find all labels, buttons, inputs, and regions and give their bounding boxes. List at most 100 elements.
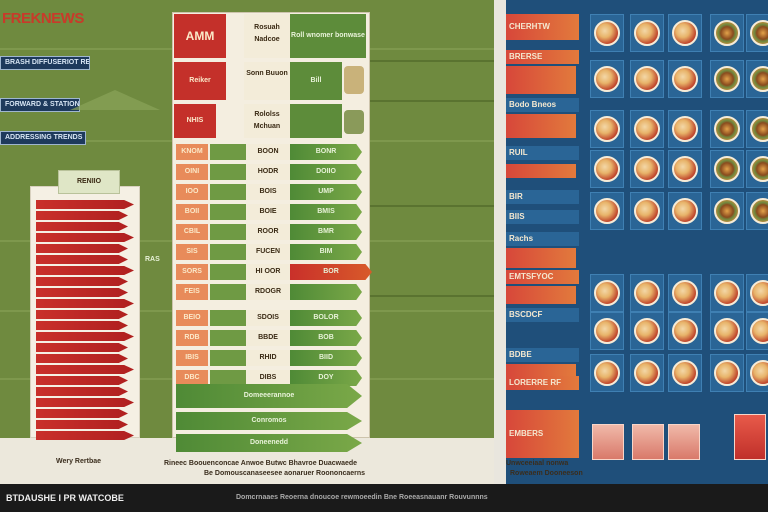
grid-cell-right: BOLOR — [290, 310, 362, 326]
right-label: EMBERS — [506, 410, 579, 458]
dish-icon — [594, 116, 620, 142]
tag-label: ADDRESSING TRENDS — [0, 131, 86, 145]
right-label: EMTSFYOC — [506, 270, 579, 284]
grid-cell-right: BIID — [290, 350, 362, 366]
tower-heading: RENIIO — [76, 178, 102, 185]
grid-fill — [210, 224, 246, 240]
dish-icon — [594, 156, 620, 182]
dish-icon — [634, 20, 660, 46]
grid-cell-right: BOB — [290, 330, 362, 346]
gift-box — [734, 414, 766, 460]
grid-cell-left: IOO — [176, 184, 208, 200]
burger-icon — [750, 156, 768, 182]
grid-cell-right — [290, 284, 362, 300]
tower-label: Wery Rertbae — [56, 458, 102, 465]
header-cell-cream: Rosuah Nadcoe — [244, 14, 290, 58]
dish-icon — [714, 360, 740, 386]
grid-cell-left: OINI — [176, 164, 208, 180]
dish-icon — [594, 198, 620, 224]
burger-icon — [714, 156, 740, 182]
grid-cell-right: BONR — [290, 144, 362, 160]
right-caption: Unwceeiaal nonwa — [506, 460, 569, 467]
right-label: Bodo Bneos — [506, 98, 579, 112]
tower-bar — [36, 244, 128, 253]
grid-fill — [210, 350, 246, 366]
dish-icon — [634, 116, 660, 142]
dish-icon — [594, 360, 620, 386]
dish-icon — [634, 66, 660, 92]
right-block — [506, 248, 576, 268]
dish-icon — [634, 318, 660, 344]
grid-fill — [210, 144, 246, 160]
shelf-line — [370, 295, 494, 297]
grid-cell-mid: BOIE — [246, 204, 290, 220]
dish-icon — [672, 360, 698, 386]
grid-cell-left: SIS — [176, 244, 208, 260]
grid-cell-right: UMP — [290, 184, 362, 200]
gift-box — [592, 424, 624, 460]
tower-bar — [36, 200, 134, 209]
right-block — [506, 286, 576, 304]
right-label: BRERSE — [506, 50, 579, 64]
grid-cell-left: BOII — [176, 204, 208, 220]
dish-icon — [594, 280, 620, 306]
bottom-bar: Conromos — [176, 412, 362, 430]
dish-icon — [750, 318, 768, 344]
grid-cell-mid: RHID — [246, 350, 290, 366]
bottom-bar: Domeeerannoe — [176, 384, 362, 408]
grid-fill — [210, 370, 246, 386]
tower-bar — [36, 332, 134, 341]
grid-fill — [210, 164, 246, 180]
grid-cell-left: RDB — [176, 330, 208, 346]
tower-bar — [36, 310, 128, 319]
grid-cell-mid: BOIS — [246, 184, 290, 200]
dish-icon — [634, 198, 660, 224]
burger-icon — [750, 198, 768, 224]
dish-icon — [672, 156, 698, 182]
grid-fill — [210, 184, 246, 200]
grid-fill — [210, 264, 246, 280]
dish-icon — [750, 360, 768, 386]
divider — [494, 0, 506, 484]
small-tag: RAS — [145, 256, 160, 263]
grid-cell-left: IBIS — [176, 350, 208, 366]
right-label: CHERHTW — [506, 14, 579, 40]
grid-cell-mid: FUCEN — [246, 244, 290, 260]
dish-icon — [594, 20, 620, 46]
grid-cell-mid: HI OOR — [246, 264, 290, 280]
burger-icon — [714, 20, 740, 46]
grid-cell-left: KNOM — [176, 144, 208, 160]
tower-bar — [36, 387, 128, 396]
shelf-line — [370, 60, 494, 62]
dish-icon — [714, 280, 740, 306]
tower-bar — [36, 211, 128, 220]
right-block — [506, 164, 576, 178]
grid-cell-left: FEIS — [176, 284, 208, 300]
tower-bar — [36, 277, 128, 286]
grid-cell-mid: BOON — [246, 144, 290, 160]
grid-cell-left: BEIO — [176, 310, 208, 326]
dish-icon — [634, 280, 660, 306]
tower-bar — [36, 376, 128, 385]
right-block — [506, 66, 576, 94]
dish-icon — [750, 280, 768, 306]
grid-cell-right: BMIS — [290, 204, 362, 220]
dish-icon — [634, 360, 660, 386]
grid-cell-right: DOIIO — [290, 164, 362, 180]
bottom-bar: Doneenedd — [176, 434, 362, 452]
tag-label: FORWARD & STATION — [0, 98, 80, 112]
grid-cell-right: BMR — [290, 224, 362, 240]
tower-bar — [36, 343, 128, 352]
right-label: BDBE — [506, 348, 579, 362]
dish-icon — [672, 280, 698, 306]
row-cell-red: Reiker — [174, 62, 226, 100]
burger-icon — [714, 66, 740, 92]
caption: Be Domouscanaseesee aonaruer Roononcaern… — [204, 470, 366, 477]
dish-icon — [672, 198, 698, 224]
grid-fill — [210, 310, 246, 326]
grid-cell-left: DBC — [176, 370, 208, 386]
grid-cell-mid: HODR — [246, 164, 290, 180]
row-cell-cream: Sonn Buuon — [244, 62, 290, 100]
footer-center: Domcrnaaes Reoerna dnoucoe rewmoeedin Bn… — [236, 494, 488, 501]
tower-bar — [36, 321, 128, 330]
